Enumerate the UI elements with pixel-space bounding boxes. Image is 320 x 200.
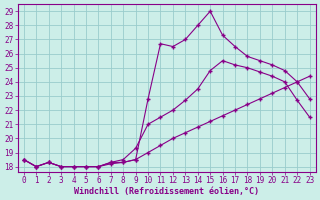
X-axis label: Windchill (Refroidissement éolien,°C): Windchill (Refroidissement éolien,°C) — [74, 187, 259, 196]
